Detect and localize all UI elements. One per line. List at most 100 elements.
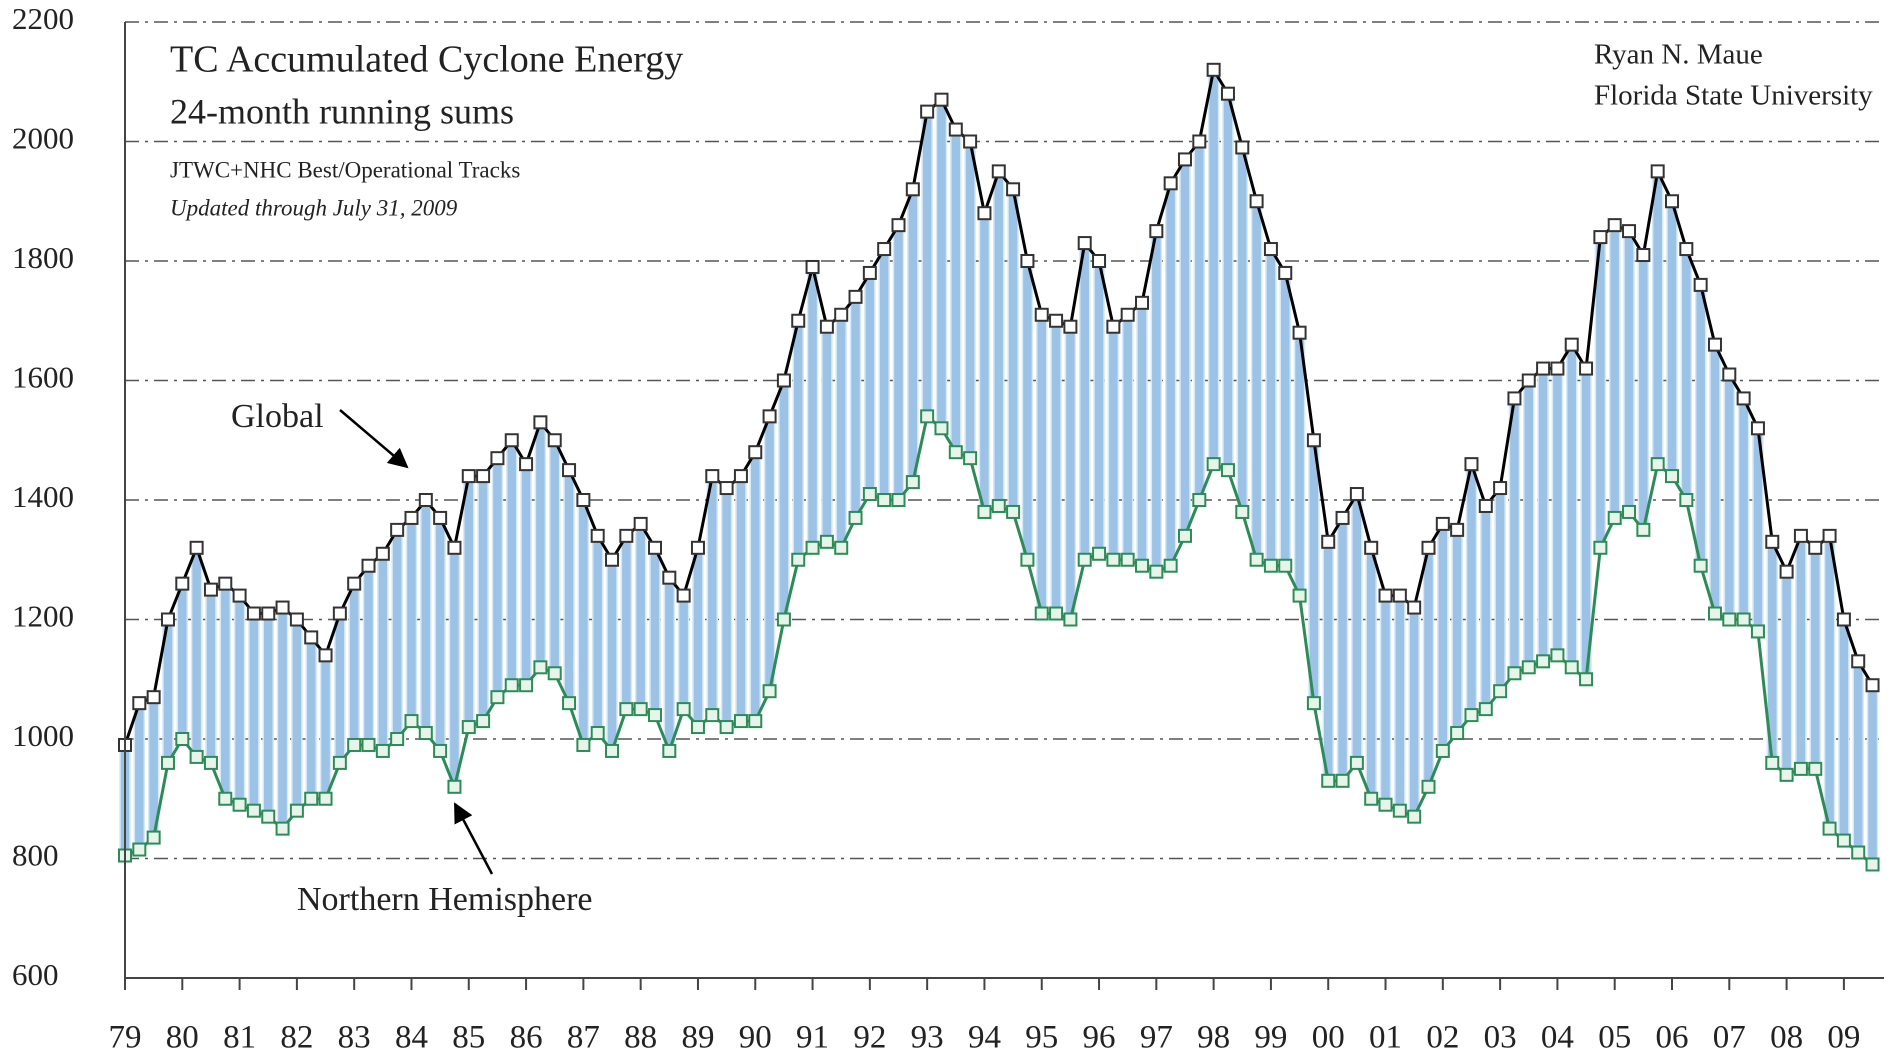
range-bar — [219, 582, 232, 800]
point-marker — [1493, 684, 1508, 699]
range-bar — [190, 547, 203, 758]
range-bar — [1193, 140, 1206, 501]
author: Florida State University — [1594, 80, 1873, 112]
range-bar — [921, 110, 933, 418]
range-bar — [1523, 379, 1535, 669]
point-marker — [862, 265, 877, 280]
y-tick-label: 1000 — [12, 718, 74, 753]
range-bar — [1465, 463, 1478, 716]
point-marker — [1235, 504, 1250, 519]
point-marker — [1650, 457, 1665, 472]
point-marker — [1693, 277, 1708, 292]
y-tick-label: 2000 — [12, 121, 74, 156]
point-marker — [1220, 86, 1235, 101]
point-marker — [1106, 319, 1121, 334]
range-bar — [1207, 69, 1220, 465]
point-marker — [146, 690, 161, 705]
range-bar — [792, 320, 804, 561]
point-marker — [1407, 600, 1422, 615]
point-marker — [762, 684, 777, 699]
x-tick-label: 08 — [1770, 1020, 1803, 1052]
point-marker — [762, 409, 777, 424]
point-marker — [504, 433, 519, 448]
point-marker — [1120, 307, 1135, 322]
point-marker — [1163, 558, 1178, 573]
range-bar — [935, 98, 948, 430]
point-marker — [1851, 845, 1866, 860]
point-marker — [1249, 552, 1264, 567]
range-bar — [1078, 242, 1091, 561]
point-marker — [1278, 265, 1293, 280]
point-marker — [1149, 224, 1164, 239]
range-bar — [1594, 236, 1607, 549]
range-bar — [1365, 547, 1377, 800]
point-marker — [275, 821, 290, 836]
point-marker — [160, 612, 175, 627]
range-bar — [1795, 535, 1807, 770]
point-marker — [1063, 612, 1078, 627]
range-bar — [534, 421, 547, 669]
point-marker — [533, 660, 548, 675]
range-bar — [1136, 302, 1148, 567]
point-marker — [948, 122, 963, 137]
point-marker — [834, 540, 849, 555]
range-bar — [405, 517, 418, 722]
point-marker — [232, 588, 247, 603]
range-bar — [1437, 523, 1449, 752]
range-bar — [1265, 248, 1277, 567]
range-bar — [1236, 146, 1249, 513]
x-tick-label: 80 — [166, 1020, 199, 1052]
x-tick-label: 81 — [223, 1020, 256, 1052]
note: Updated through July 31, 2009 — [170, 195, 458, 220]
point-marker — [347, 737, 362, 752]
note: JTWC+NHC Best/Operational Tracks — [170, 157, 520, 182]
range-bar — [1637, 254, 1650, 531]
range-bar — [849, 296, 862, 519]
point-marker — [1335, 510, 1350, 525]
arrow — [339, 409, 409, 469]
point-marker — [963, 134, 978, 149]
x-tick-label: 95 — [1025, 1020, 1058, 1052]
x-tick-label: 84 — [395, 1020, 428, 1052]
point-marker — [1335, 773, 1350, 788]
range-bar — [1866, 684, 1879, 866]
range-bar — [434, 517, 446, 752]
point-marker — [132, 842, 147, 857]
point-marker — [705, 469, 720, 484]
range-bar — [1680, 248, 1693, 501]
point-marker — [1006, 182, 1021, 197]
point-marker — [232, 797, 247, 812]
point-marker — [1106, 552, 1121, 567]
point-marker — [1507, 391, 1522, 406]
point-marker — [1478, 702, 1493, 717]
range-bar — [1279, 272, 1292, 567]
range-bar — [1580, 367, 1592, 680]
range-bar — [964, 140, 976, 459]
point-marker — [1206, 62, 1221, 77]
x-tick-label: 99 — [1254, 1020, 1287, 1052]
range-bar — [1150, 230, 1163, 573]
range-bar — [1222, 92, 1234, 471]
point-marker — [1192, 493, 1207, 507]
range-bar — [1480, 505, 1492, 710]
point-marker — [1292, 588, 1307, 603]
point-marker — [332, 755, 347, 770]
point-marker — [1235, 140, 1250, 155]
point-marker — [304, 791, 319, 806]
point-marker — [1750, 421, 1765, 436]
point-marker — [805, 259, 820, 274]
point-marker — [977, 206, 992, 221]
range-bar — [1293, 331, 1306, 597]
range-bar — [1608, 224, 1621, 519]
x-tick-label: 90 — [739, 1020, 772, 1052]
point-marker — [920, 104, 935, 119]
point-marker — [1421, 540, 1436, 555]
range-bar — [1451, 529, 1463, 734]
x-tick-label: 96 — [1083, 1020, 1116, 1052]
point-marker — [576, 737, 591, 752]
range-bar — [1408, 606, 1420, 818]
point-marker — [791, 313, 806, 328]
point-marker — [1349, 755, 1364, 770]
range-bar — [778, 379, 790, 621]
